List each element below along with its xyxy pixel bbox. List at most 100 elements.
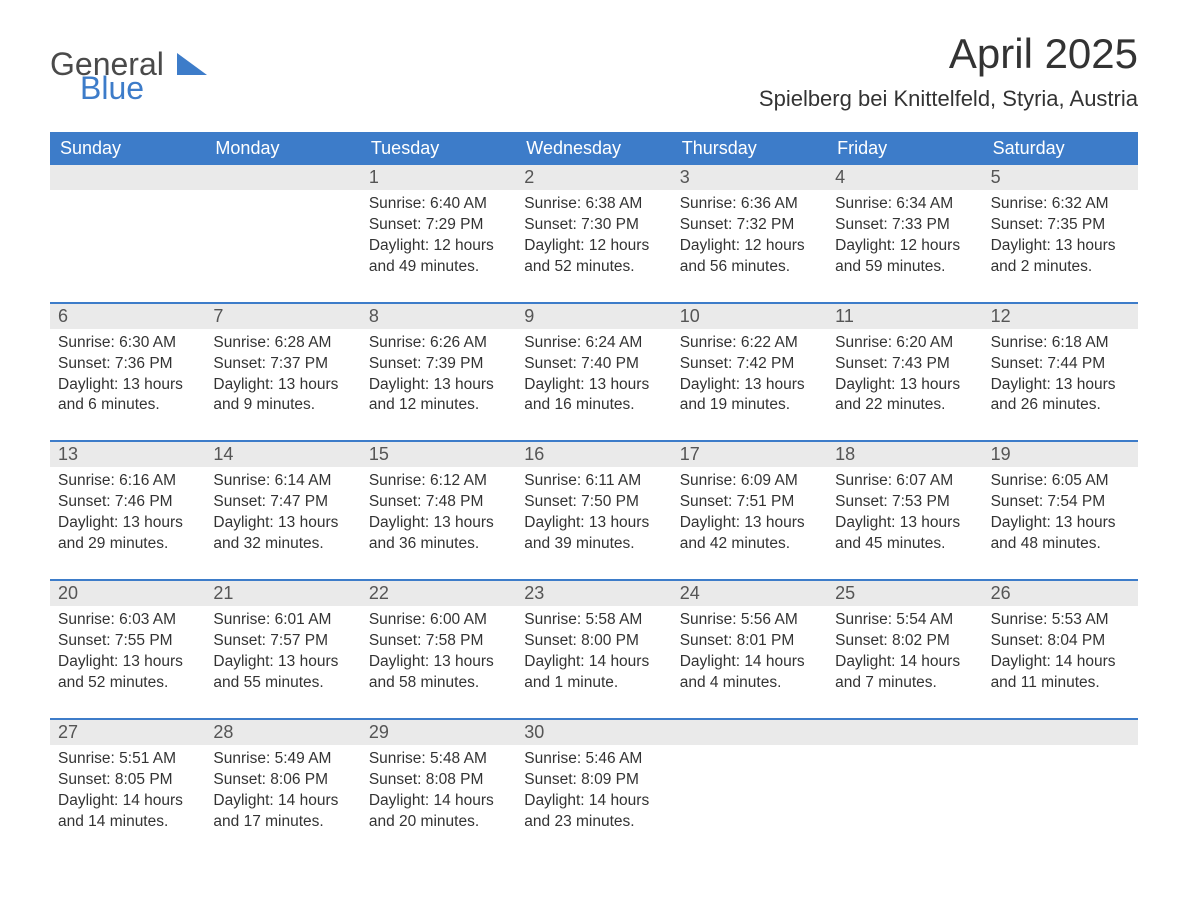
day-number: 30 [516,720,671,745]
day-body: Sunrise: 5:51 AMSunset: 8:05 PMDaylight:… [50,745,205,837]
daylight-text: Daylight: 13 hours and 6 minutes. [58,375,197,417]
sunset-text: Sunset: 7:37 PM [213,354,352,375]
daylight-text: Daylight: 14 hours and 20 minutes. [369,791,508,833]
day-cell: 24Sunrise: 5:56 AMSunset: 8:01 PMDayligh… [672,579,827,718]
sunset-text: Sunset: 7:46 PM [58,492,197,513]
daylight-text: Daylight: 13 hours and 16 minutes. [524,375,663,417]
month-title: April 2025 [759,30,1138,78]
sunset-text: Sunset: 7:54 PM [991,492,1130,513]
sunrise-text: Sunrise: 5:53 AM [991,610,1130,631]
day-body: Sunrise: 6:38 AMSunset: 7:30 PMDaylight:… [516,190,671,282]
day-body: Sunrise: 5:49 AMSunset: 8:06 PMDaylight:… [205,745,360,837]
day-cell: 5Sunrise: 6:32 AMSunset: 7:35 PMDaylight… [983,165,1138,302]
sunrise-text: Sunrise: 6:32 AM [991,194,1130,215]
day-cell: 9Sunrise: 6:24 AMSunset: 7:40 PMDaylight… [516,302,671,441]
sunrise-text: Sunrise: 6:34 AM [835,194,974,215]
day-body: Sunrise: 6:07 AMSunset: 7:53 PMDaylight:… [827,467,982,559]
day-body: Sunrise: 6:36 AMSunset: 7:32 PMDaylight:… [672,190,827,282]
sunset-text: Sunset: 7:55 PM [58,631,197,652]
title-block: April 2025 Spielberg bei Knittelfeld, St… [759,30,1138,112]
sunset-text: Sunset: 7:40 PM [524,354,663,375]
sunrise-text: Sunrise: 5:48 AM [369,749,508,770]
day-cell: 1Sunrise: 6:40 AMSunset: 7:29 PMDaylight… [361,165,516,302]
day-number [672,720,827,745]
daylight-text: Daylight: 14 hours and 17 minutes. [213,791,352,833]
sunset-text: Sunset: 7:43 PM [835,354,974,375]
day-body: Sunrise: 6:01 AMSunset: 7:57 PMDaylight:… [205,606,360,698]
sunset-text: Sunset: 7:57 PM [213,631,352,652]
sunrise-text: Sunrise: 5:49 AM [213,749,352,770]
sunset-text: Sunset: 8:05 PM [58,770,197,791]
daylight-text: Daylight: 13 hours and 36 minutes. [369,513,508,555]
sunrise-text: Sunrise: 6:00 AM [369,610,508,631]
day-number: 11 [827,304,982,329]
sunset-text: Sunset: 7:39 PM [369,354,508,375]
day-number: 6 [50,304,205,329]
day-cell: 29Sunrise: 5:48 AMSunset: 8:08 PMDayligh… [361,718,516,857]
sunset-text: Sunset: 8:06 PM [213,770,352,791]
day-body: Sunrise: 5:56 AMSunset: 8:01 PMDaylight:… [672,606,827,698]
day-number: 25 [827,581,982,606]
day-number: 26 [983,581,1138,606]
day-body: Sunrise: 6:11 AMSunset: 7:50 PMDaylight:… [516,467,671,559]
sunrise-text: Sunrise: 6:20 AM [835,333,974,354]
day-number: 12 [983,304,1138,329]
day-number: 14 [205,442,360,467]
day-body: Sunrise: 6:40 AMSunset: 7:29 PMDaylight:… [361,190,516,282]
day-number [983,720,1138,745]
daylight-text: Daylight: 13 hours and 58 minutes. [369,652,508,694]
dow-header: Friday [827,132,982,165]
sunrise-text: Sunrise: 6:38 AM [524,194,663,215]
day-cell: 6Sunrise: 6:30 AMSunset: 7:36 PMDaylight… [50,302,205,441]
day-body: Sunrise: 5:48 AMSunset: 8:08 PMDaylight:… [361,745,516,837]
day-cell: 15Sunrise: 6:12 AMSunset: 7:48 PMDayligh… [361,440,516,579]
sunrise-text: Sunrise: 6:01 AM [213,610,352,631]
sunrise-text: Sunrise: 5:46 AM [524,749,663,770]
daylight-text: Daylight: 13 hours and 39 minutes. [524,513,663,555]
day-cell [983,718,1138,857]
daylight-text: Daylight: 13 hours and 9 minutes. [213,375,352,417]
calendar-grid: SundayMondayTuesdayWednesdayThursdayFrid… [50,132,1138,856]
sunrise-text: Sunrise: 6:30 AM [58,333,197,354]
sunset-text: Sunset: 7:36 PM [58,354,197,375]
sunrise-text: Sunrise: 6:07 AM [835,471,974,492]
day-number: 22 [361,581,516,606]
daylight-text: Daylight: 13 hours and 2 minutes. [991,236,1130,278]
day-cell: 13Sunrise: 6:16 AMSunset: 7:46 PMDayligh… [50,440,205,579]
sunset-text: Sunset: 7:51 PM [680,492,819,513]
daylight-text: Daylight: 13 hours and 42 minutes. [680,513,819,555]
day-body: Sunrise: 6:14 AMSunset: 7:47 PMDaylight:… [205,467,360,559]
sunrise-text: Sunrise: 6:12 AM [369,471,508,492]
day-body: Sunrise: 6:22 AMSunset: 7:42 PMDaylight:… [672,329,827,421]
day-cell: 27Sunrise: 5:51 AMSunset: 8:05 PMDayligh… [50,718,205,857]
daylight-text: Daylight: 14 hours and 14 minutes. [58,791,197,833]
day-body: Sunrise: 6:30 AMSunset: 7:36 PMDaylight:… [50,329,205,421]
day-number [205,165,360,190]
daylight-text: Daylight: 13 hours and 55 minutes. [213,652,352,694]
day-body: Sunrise: 6:00 AMSunset: 7:58 PMDaylight:… [361,606,516,698]
sunset-text: Sunset: 7:44 PM [991,354,1130,375]
day-cell: 3Sunrise: 6:36 AMSunset: 7:32 PMDaylight… [672,165,827,302]
day-number: 7 [205,304,360,329]
day-cell: 23Sunrise: 5:58 AMSunset: 8:00 PMDayligh… [516,579,671,718]
day-number: 9 [516,304,671,329]
daylight-text: Daylight: 13 hours and 22 minutes. [835,375,974,417]
daylight-text: Daylight: 14 hours and 4 minutes. [680,652,819,694]
sunset-text: Sunset: 7:47 PM [213,492,352,513]
sunrise-text: Sunrise: 6:26 AM [369,333,508,354]
sunset-text: Sunset: 8:02 PM [835,631,974,652]
day-number: 15 [361,442,516,467]
sunrise-text: Sunrise: 6:11 AM [524,471,663,492]
day-cell: 2Sunrise: 6:38 AMSunset: 7:30 PMDaylight… [516,165,671,302]
daylight-text: Daylight: 14 hours and 11 minutes. [991,652,1130,694]
day-cell: 17Sunrise: 6:09 AMSunset: 7:51 PMDayligh… [672,440,827,579]
day-cell: 8Sunrise: 6:26 AMSunset: 7:39 PMDaylight… [361,302,516,441]
day-body: Sunrise: 5:53 AMSunset: 8:04 PMDaylight:… [983,606,1138,698]
day-cell: 26Sunrise: 5:53 AMSunset: 8:04 PMDayligh… [983,579,1138,718]
day-number: 5 [983,165,1138,190]
daylight-text: Daylight: 12 hours and 52 minutes. [524,236,663,278]
sunrise-text: Sunrise: 6:14 AM [213,471,352,492]
day-cell: 4Sunrise: 6:34 AMSunset: 7:33 PMDaylight… [827,165,982,302]
day-body: Sunrise: 6:05 AMSunset: 7:54 PMDaylight:… [983,467,1138,559]
day-number: 2 [516,165,671,190]
